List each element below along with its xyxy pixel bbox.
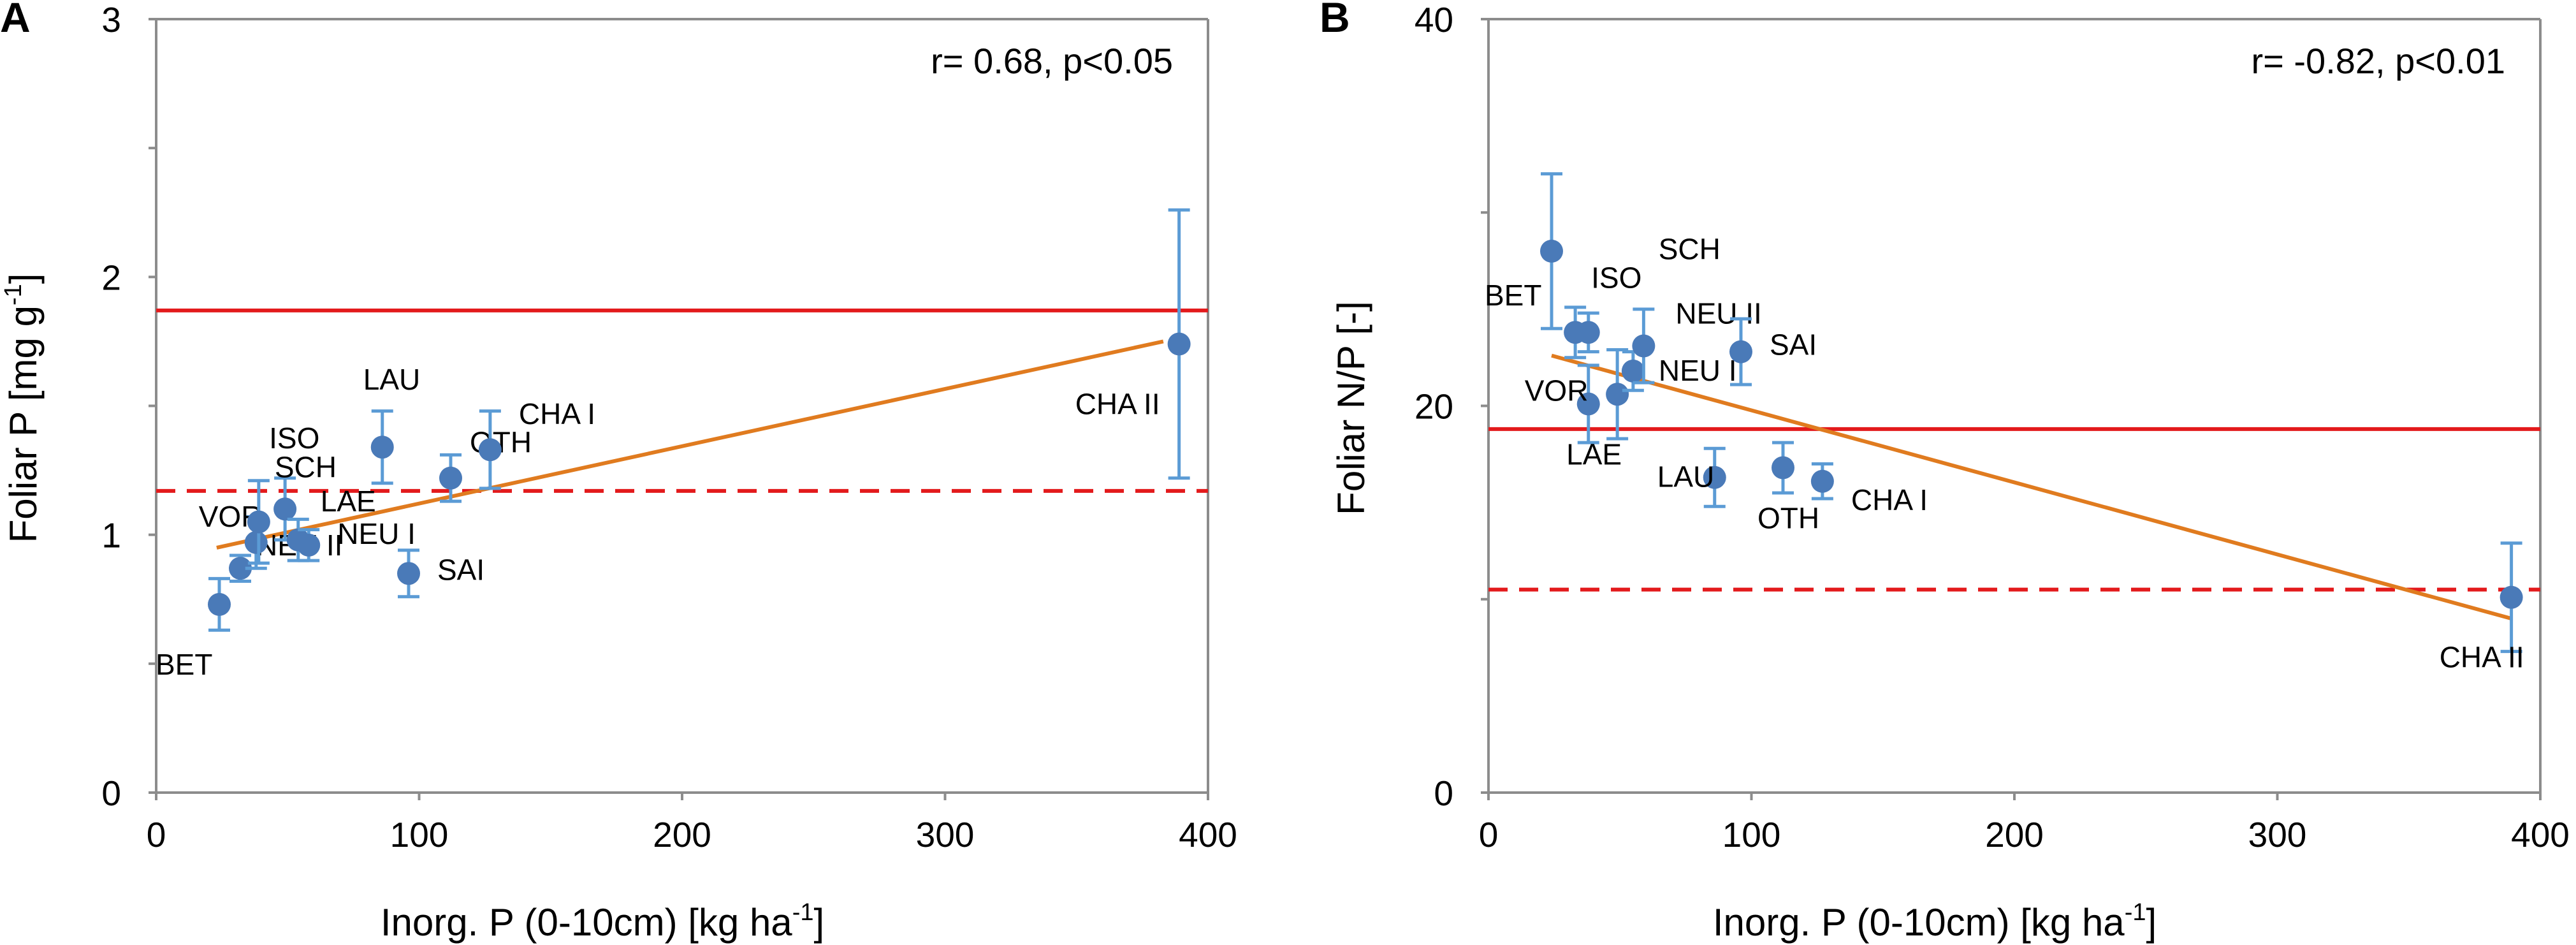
panel-a-point-bet — [208, 592, 231, 616]
panel-b-y-tick-label: 40 — [1415, 0, 1453, 40]
panel-b-point-label-oth: OTH — [1757, 502, 1819, 535]
panel-a-x-tick-label: 300 — [916, 815, 975, 854]
panel-b-x-tick-label: 300 — [2248, 815, 2307, 854]
panel-a-point-label-neu-i: NEU I — [337, 517, 416, 550]
panel-a-point-sch — [247, 510, 270, 534]
panel-a-point-label-sch: SCH — [275, 450, 337, 483]
panel-b-point-label-lau: LAU — [1657, 460, 1714, 494]
panel-a-point-label-cha-i: CHA I — [519, 397, 595, 430]
panel-a-point-iso — [273, 497, 297, 521]
panel-b-point-sch — [1576, 321, 1600, 344]
panel-a-correlation-annotation: r= 0.68, p<0.05 — [931, 41, 1173, 81]
panel-a-point-vor — [244, 531, 268, 554]
panel-b-point-cha-ii — [2500, 585, 2523, 609]
panel-b-point-cha-i — [1810, 469, 1834, 493]
panel-b-point-neu-ii — [1632, 334, 1655, 358]
panel-b-point-label-lae: LAE — [1566, 437, 1622, 471]
panel-a-point-cha-i — [478, 438, 502, 462]
panel-a-point-label-lau: LAU — [363, 363, 420, 396]
panel-a-point-label-lae: LAE — [321, 485, 376, 518]
panel-letter-b: B — [1320, 0, 1350, 41]
panel-b-y-tick-label: 0 — [1434, 773, 1453, 813]
panel-letter-a: A — [0, 0, 31, 41]
panel-b-point-lau — [1703, 465, 1726, 489]
panel-b-correlation-annotation: r= -0.82, p<0.01 — [2251, 41, 2505, 81]
panel-a-y-tick-label: 3 — [101, 0, 121, 40]
panel-a-y-axis-label: Foliar P [mg g-1] — [0, 274, 45, 543]
panel-b-point-label-sai: SAI — [1770, 328, 1817, 362]
panel-b-x-tick-label: 200 — [1985, 815, 2044, 854]
panel-a-y-tick-label: 2 — [101, 258, 121, 297]
panel-a-point-neu-ii — [229, 557, 252, 580]
panel-a-y-tick-label: 0 — [101, 773, 121, 813]
panel-a-x-tick-label: 200 — [653, 815, 711, 854]
panel-b-y-tick-label: 20 — [1415, 387, 1453, 427]
panel-b-point-label-neu-i: NEU I — [1659, 354, 1737, 387]
panel-b-point-label-iso: ISO — [1591, 261, 1641, 294]
panel-a-point-cha-ii — [1167, 332, 1191, 356]
panel-a-x-axis-label: Inorg. P (0-10cm) [kg ha-1] — [381, 899, 824, 944]
panel-b-point-vor — [1576, 392, 1600, 416]
panel-a-point-label-cha-ii: CHA II — [1075, 387, 1160, 420]
panel-b-point-oth — [1772, 456, 1794, 480]
panel-b-y-axis-label: Foliar N/P [-] — [1330, 301, 1372, 515]
panel-a-trend-line — [216, 339, 1164, 550]
panel-a-x-tick-label: 100 — [390, 815, 449, 854]
panel-b-point-bet — [1540, 239, 1563, 263]
panel-b-trend-line — [1551, 353, 2512, 620]
panel-a-x-tick-label: 0 — [147, 815, 166, 854]
panel-b-point-lae — [1606, 383, 1629, 406]
panel-b-point-sai — [1729, 340, 1752, 363]
panel-a-point-label-sai: SAI — [437, 553, 484, 586]
panel-b-x-tick-label: 100 — [1722, 815, 1781, 854]
panel-b-point-label-bet: BET — [1485, 279, 1541, 312]
panel-a-point-sai — [397, 562, 420, 585]
panel-b-point-label-vor: VOR — [1525, 374, 1589, 407]
panel-b-x-tick-label: 400 — [2511, 815, 2570, 854]
panel-b-point-label-neu-ii: NEU II — [1675, 297, 1761, 330]
panel-a-point-lau — [370, 436, 394, 459]
panel-b-x-axis-label: Inorg. P (0-10cm) [kg ha-1] — [1713, 899, 2157, 944]
panel-a-y-tick-label: 1 — [101, 516, 121, 555]
panel-b-point-neu-i — [1621, 359, 1645, 383]
panel-b-point-label-cha-ii: CHA II — [2440, 641, 2524, 674]
panel-a-point-label-bet: BET — [156, 648, 212, 681]
panel-a-point-label-iso: ISO — [269, 421, 319, 455]
panel-b-point-label-sch: SCH — [1659, 232, 1721, 265]
panel-a-x-tick-label: 400 — [1179, 815, 1237, 854]
panel-b-point-label-cha-i: CHA I — [1851, 483, 1928, 516]
panel-a-point-neu-i — [297, 533, 321, 557]
panel-a-point-oth — [439, 466, 462, 490]
panel-b-x-tick-label: 0 — [1479, 815, 1499, 854]
